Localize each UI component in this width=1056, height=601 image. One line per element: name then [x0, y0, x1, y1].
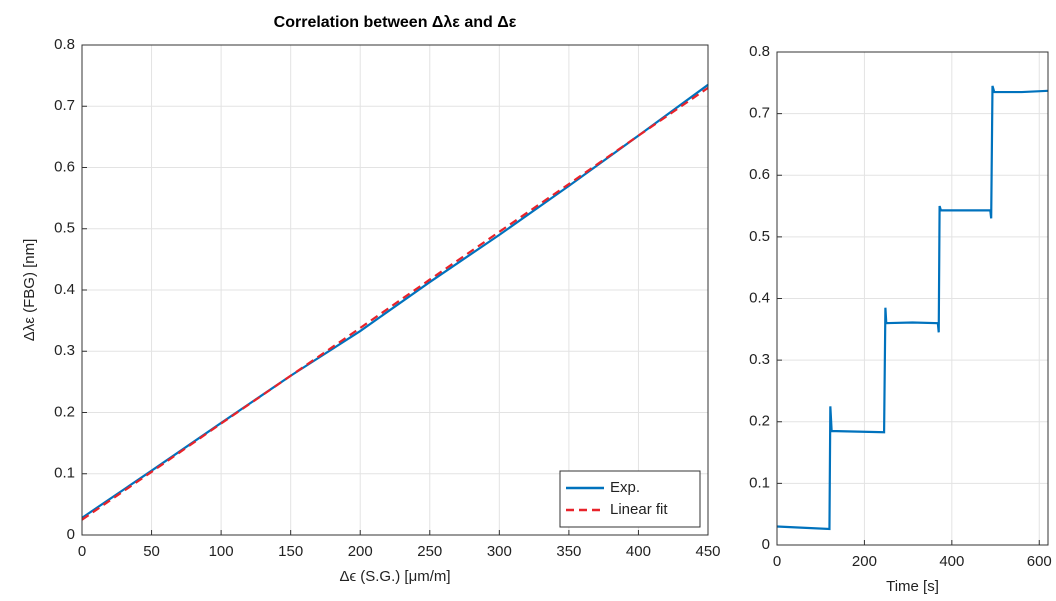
y-tick-label: 0: [762, 536, 770, 553]
y-tick-label: 0.1: [54, 465, 75, 482]
y-tick-label: 0.4: [749, 289, 770, 306]
y-tick-label: 0.8: [54, 36, 75, 53]
legend-label: Linear fit: [610, 501, 668, 518]
y-tick-label: 0.2: [749, 413, 770, 430]
axes-frame: [776, 51, 1049, 546]
y-tick-label: 0.1: [749, 474, 770, 491]
data-line: [81, 83, 709, 519]
data-line: [81, 86, 709, 521]
y-tick-label: 0.6: [54, 158, 75, 175]
y-tick-label: 0: [67, 526, 75, 543]
x-tick-label: 600: [1027, 553, 1052, 570]
y-tick-label: 0.2: [54, 403, 75, 420]
x-tick-label: 100: [209, 543, 234, 560]
x-tick-label: 200: [348, 543, 373, 560]
y-tick-label: 0.7: [749, 105, 770, 122]
x-tick-label: 0: [773, 553, 781, 570]
legend-box: [559, 470, 701, 528]
y-tick-label: 0.3: [749, 351, 770, 368]
y-tick-label: 0.5: [54, 220, 75, 237]
x-tick-label: 450: [695, 543, 720, 560]
data-line: [776, 85, 1049, 531]
y-axis-label: Δλε (FBG) [nm]: [21, 239, 38, 342]
legend-label: Exp.: [610, 479, 640, 496]
y-tick-label: 0.7: [54, 97, 75, 114]
y-tick-label: 0.8: [749, 43, 770, 60]
x-tick-label: 200: [852, 553, 877, 570]
y-tick-label: 0.3: [54, 342, 75, 359]
x-tick-label: 50: [143, 543, 160, 560]
x-tick-label: 350: [556, 543, 581, 560]
x-tick-label: 300: [487, 543, 512, 560]
x-tick-label: 0: [78, 543, 86, 560]
y-tick-label: 0.4: [54, 281, 75, 298]
x-axis-label: Time [s]: [886, 578, 939, 595]
x-axis-label: Δϵ (S.G.) [μm/m]: [339, 568, 450, 585]
x-tick-label: 250: [417, 543, 442, 560]
y-tick-label: 0.6: [749, 166, 770, 183]
axes-frame: [81, 44, 709, 536]
y-tick-label: 0.5: [749, 228, 770, 245]
chart-title: Correlation between Δλε and Δε: [274, 14, 517, 31]
x-tick-label: 400: [939, 553, 964, 570]
x-tick-label: 150: [278, 543, 303, 560]
x-tick-label: 400: [626, 543, 651, 560]
